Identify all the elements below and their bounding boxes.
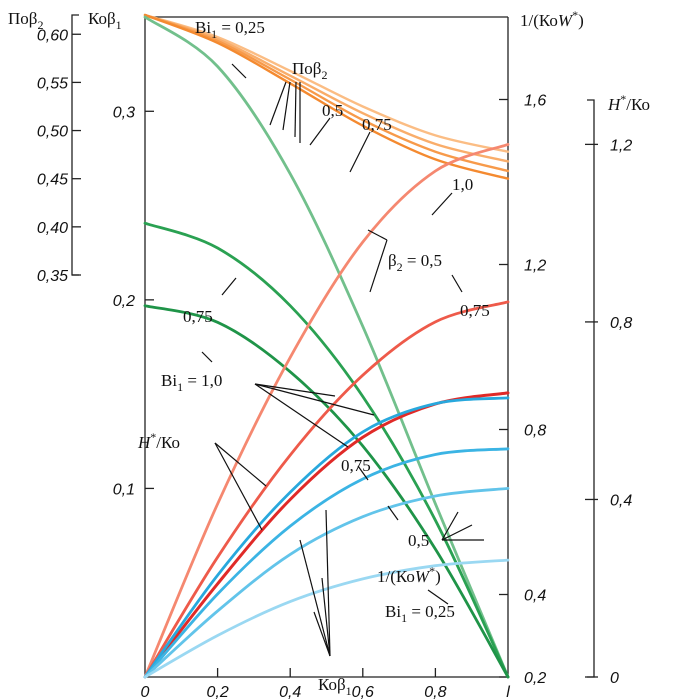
annotation-bi1-025-top: Bi1 = 0,25 [195,18,265,41]
po-beta2-axis-line [71,14,79,276]
annotation-beta2-05: β2 = 0,5 [388,251,442,274]
annotation-lbl-075-left: 0,75 [183,307,213,326]
h-ko-tick-label: 0 [610,670,619,687]
inv-ko-w-tick-label: 1,2 [524,258,546,275]
labels: Bi1 = 0,25 Поβ2 0,5 0,75 1,0 β2 = 0,5 0,75 0,75… [137,18,490,698]
ko-beta1-tick-label: 0,2 [113,293,135,310]
ko-beta1-tick-label: 0,3 [113,104,135,121]
series-line-8 [143,300,510,679]
series-line-10 [143,396,510,679]
annotation-lbl-075-top: 0,75 [362,115,392,134]
annotation-ko-beta1-label: Коβ1 [318,675,352,698]
leader-line [214,442,263,531]
po-beta2-tick-label: 0,45 [37,172,68,189]
x-tick-label: 0,8 [424,684,446,700]
series-line-13 [143,558,510,679]
x-tick-label: l [506,684,510,700]
series-line-3 [143,13,510,180]
x-tick-label: 0 [141,684,150,700]
h-ko-axis-line [587,99,595,678]
leader-line [231,63,247,79]
inv-ko-w-tick-label: 0,8 [524,423,546,440]
leader-line [357,465,369,481]
ko-beta1-tick-label: 0,1 [113,481,135,498]
leader-line [221,277,237,296]
series-line-0 [143,13,510,153]
annotation-h-ko-label: H*/Ко [137,430,180,452]
x-tick-label: 0,4 [279,684,301,700]
series-line-5 [143,221,510,679]
leader-line [367,229,388,241]
leader-line [254,383,336,397]
leader-line [294,81,297,138]
series-line-1 [143,13,510,163]
series-line-2 [143,13,510,173]
h-ko-tick-label: 0,4 [610,492,632,509]
leader-line [254,383,349,448]
annotation-bi1-10: Bi1 = 1,0 [161,371,222,394]
series-line-7 [143,143,510,679]
leader-line [369,239,388,293]
po-beta2-tick-label: 0,60 [37,27,68,44]
ko-beta1-axis-title: Коβ1 [88,9,122,32]
annotation-inv-ko-w-label: 1/(КоW*) [377,564,441,586]
leader-line [441,524,473,541]
po-beta2-tick-label: 0,55 [37,75,68,92]
leader-line [349,131,371,173]
leader-line [201,351,213,363]
po-beta2-axis-title: Поβ2 [8,9,43,32]
leader-line [451,274,463,293]
h-ko-tick-label: 0,8 [610,315,632,332]
leader-line [299,539,331,657]
series-line-6 [143,304,510,679]
annotation-lbl-075-mid: 0,75 [341,456,371,475]
inv-ko-w-tick-label: 0,4 [524,588,546,605]
leader-line [313,611,331,657]
po-beta2-tick-label: 0,40 [37,220,68,237]
annotation-lbl-10-top: 1,0 [452,175,473,194]
x-tick-label: 0,2 [206,684,228,700]
leader-lines [201,63,484,657]
leader-line [269,81,287,126]
inv-ko-w-tick-label: 1,6 [524,93,546,110]
annotation-lbl-075-right: 0,75 [460,301,490,320]
annotation-lbl-05-top: 0,5 [322,101,343,120]
series-line-11 [143,447,510,679]
x-tick-label: 0,6 [352,684,374,700]
annotation-po-beta2-label: Поβ2 [292,59,327,82]
leader-line [309,117,331,146]
leader-line [427,589,449,605]
leader-line [431,192,453,216]
series-layer [143,13,510,679]
annotation-lbl-05-mid: 0,5 [408,531,429,550]
leader-line [325,509,331,657]
axes: 0,600,550,500,450,400,350,10,20,30,20,40… [8,8,650,700]
leader-line [282,81,291,131]
inv-ko-w-axis-title: 1/(КоW*) [520,8,584,30]
series-line-12 [143,487,510,679]
leader-line [387,505,399,521]
leader-line [254,383,375,416]
leader-line [321,577,331,657]
inv-ko-w-tick-label: 0,2 [524,670,546,687]
po-beta2-tick-label: 0,35 [37,268,68,285]
leader-line [441,511,459,541]
h-ko-axis-title: H*/Ко [607,92,650,114]
leader-line [214,442,267,487]
po-beta2-tick-label: 0,50 [37,124,68,141]
h-ko-tick-label: 1,2 [610,137,632,154]
annotation-bi1-025-bottom: Bi1 = 0,25 [385,602,455,625]
